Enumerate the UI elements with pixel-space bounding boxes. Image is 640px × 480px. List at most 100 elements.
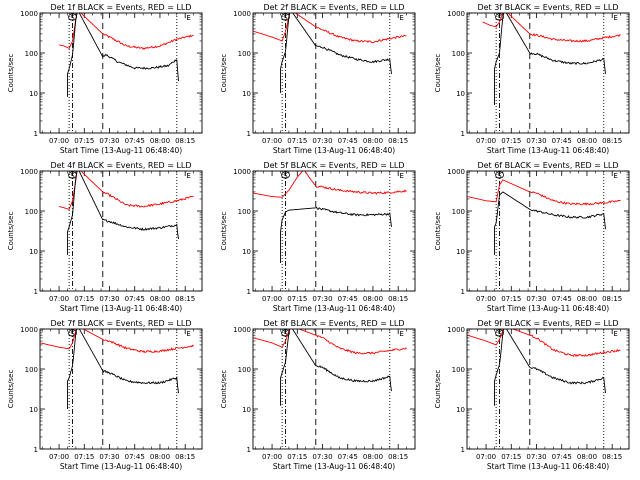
x-tick-label: 07:30: [312, 295, 332, 303]
detector-panel: Det 5f BLACK = Events, RED = LLD Counts/s…: [220, 161, 416, 313]
x-tick-label: 07:30: [312, 137, 332, 145]
panel-title: Det 2f BLACK = Events, RED = LLD: [263, 3, 404, 12]
x-tick-label: 07:30: [99, 295, 119, 303]
x-tick-label: 08:15: [175, 137, 195, 145]
plot-frame: [39, 12, 203, 134]
y-tick-label: 1: [247, 130, 251, 138]
x-axis-label: Start Time (13-Aug-11 06:48:40): [273, 146, 395, 155]
start-marker: S: [497, 172, 502, 180]
y-tick-label: 100: [238, 366, 251, 374]
y-tick-label: 100: [238, 50, 251, 58]
y-tick-label: 100: [25, 50, 38, 58]
y-axis-label: Counts/sec: [220, 370, 228, 409]
lld-series-line: [40, 329, 194, 353]
x-axis-label: Start Time (13-Aug-11 06:48:40): [487, 146, 609, 155]
x-tick-label: 07:00: [476, 137, 496, 145]
y-axis-label: Counts/sec: [220, 54, 228, 93]
plot-frame: [466, 12, 630, 134]
x-tick-label: 07:15: [287, 453, 307, 461]
x-tick-label: 07:45: [125, 453, 145, 461]
x-tick-label: 08:00: [577, 453, 597, 461]
plot-frame: [466, 328, 630, 450]
y-tick-label: 1000: [233, 168, 251, 176]
y-tick-label: 10: [456, 248, 465, 256]
y-tick-label: 10: [242, 90, 251, 98]
end-marker: E: [186, 330, 190, 338]
x-tick-label: 08:15: [602, 453, 622, 461]
x-tick-label: 08:00: [150, 137, 170, 145]
start-marker-ring: [495, 329, 504, 337]
detector-panel: Det 3f BLACK = Events, RED = LLD Counts/s…: [434, 3, 630, 155]
start-marker-ring: [281, 171, 290, 179]
events-series-line: [494, 191, 606, 255]
panel-title: Det 8f BLACK = Events, RED = LLD: [263, 319, 404, 328]
lld-series-line: [467, 329, 621, 358]
y-axis-label: Counts/sec: [434, 212, 442, 251]
x-tick-label: 07:45: [125, 295, 145, 303]
y-tick-label: 1: [461, 288, 465, 296]
x-tick-label: 07:15: [74, 453, 94, 461]
x-axis-label: Start Time (13-Aug-11 06:48:40): [487, 304, 609, 313]
end-marker: E: [399, 172, 403, 180]
x-tick-label: 08:00: [363, 295, 383, 303]
start-marker-ring: [495, 171, 504, 179]
x-axis-label: Start Time (13-Aug-11 06:48:40): [273, 462, 395, 471]
detector-panel: Det 7f BLACK = Events, RED = LLD Counts/s…: [7, 319, 203, 471]
x-axis-label: Start Time (13-Aug-11 06:48:40): [273, 304, 395, 313]
y-tick-label: 1: [247, 446, 251, 454]
y-tick-label: 100: [452, 50, 465, 58]
x-tick-label: 08:15: [388, 137, 408, 145]
x-tick-label: 07:15: [74, 137, 94, 145]
y-axis-label: Counts/sec: [7, 212, 15, 251]
x-tick-label: 07:30: [99, 137, 119, 145]
detector-panel: Det 9f BLACK = Events, RED = LLD Counts/s…: [434, 319, 630, 471]
y-tick-label: 100: [238, 208, 251, 216]
plot-frame: [466, 170, 630, 292]
x-tick-label: 07:30: [99, 453, 119, 461]
y-tick-label: 1000: [447, 168, 465, 176]
x-axis-label: Start Time (13-Aug-11 06:48:40): [60, 304, 182, 313]
events-series-line: [280, 13, 392, 93]
panel-title: Det 4f BLACK = Events, RED = LLD: [50, 161, 191, 170]
start-marker: S: [70, 330, 75, 338]
y-tick-label: 10: [456, 406, 465, 414]
detector-panel: Det 2f BLACK = Events, RED = LLD Counts/s…: [220, 3, 416, 155]
start-marker: S: [283, 14, 288, 22]
detector-panel: Det 6f BLACK = Events, RED = LLD Counts/s…: [434, 161, 630, 313]
start-marker: S: [70, 14, 75, 22]
x-axis-label: Start Time (13-Aug-11 06:48:40): [60, 462, 182, 471]
plot-frame: [252, 170, 416, 292]
x-tick-label: 07:30: [526, 295, 546, 303]
y-tick-label: 100: [25, 208, 38, 216]
x-tick-label: 07:00: [49, 453, 69, 461]
plot-frame: [252, 12, 416, 134]
lld-series-line: [58, 171, 194, 210]
y-tick-label: 1000: [20, 326, 38, 334]
y-tick-label: 10: [29, 406, 38, 414]
x-tick-label: 07:00: [262, 137, 282, 145]
plot-frame: [39, 328, 203, 450]
events-series-line: [67, 329, 179, 409]
y-tick-label: 1: [34, 446, 38, 454]
panel-title: Det 3f BLACK = Events, RED = LLD: [477, 3, 618, 12]
plot-frame: [39, 170, 203, 292]
x-axis-label: Start Time (13-Aug-11 06:48:40): [487, 462, 609, 471]
start-marker-ring: [68, 329, 77, 337]
y-tick-label: 1: [34, 288, 38, 296]
start-marker-ring: [495, 13, 504, 21]
detector-panel: Det 8f BLACK = Events, RED = LLD Counts/s…: [220, 319, 416, 471]
y-tick-label: 1000: [447, 326, 465, 334]
plot-frame: [252, 328, 416, 450]
events-series-line: [494, 329, 606, 406]
lld-series-line: [253, 171, 407, 198]
y-tick-label: 10: [29, 90, 38, 98]
end-marker: E: [613, 172, 617, 180]
x-tick-label: 08:15: [175, 453, 195, 461]
lld-series-line: [58, 13, 194, 50]
y-tick-label: 1000: [233, 326, 251, 334]
panel-title: Det 1f BLACK = Events, RED = LLD: [50, 3, 191, 12]
x-tick-label: 08:15: [175, 295, 195, 303]
detector-panel: Det 1f BLACK = Events, RED = LLD Counts/s…: [7, 3, 203, 155]
x-tick-label: 08:00: [150, 295, 170, 303]
